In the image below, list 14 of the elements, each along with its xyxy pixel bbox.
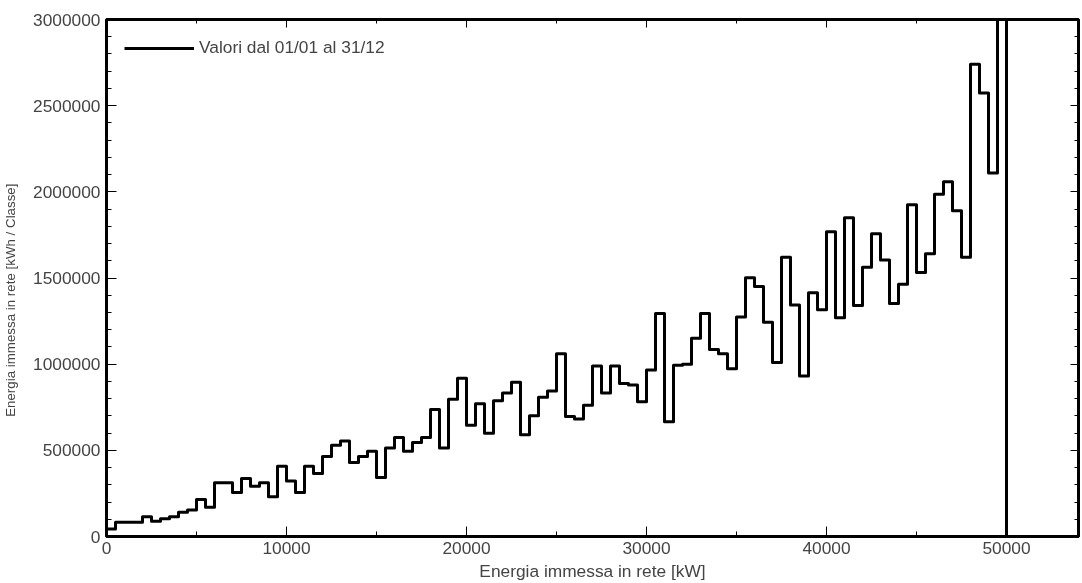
x-tick-label: 10000 xyxy=(262,537,311,558)
x-axis-title: Energia immessa in rete [kW] xyxy=(479,560,706,581)
y-tick-label: 500000 xyxy=(42,440,101,461)
x-tick-label: 20000 xyxy=(442,537,491,558)
x-tick-label: 50000 xyxy=(982,537,1031,558)
x-tick-label: 30000 xyxy=(622,537,671,558)
x-tick-label: 40000 xyxy=(802,537,851,558)
y-tick-label: 1500000 xyxy=(33,268,101,288)
y-tick-label: 2000000 xyxy=(33,181,101,202)
y-tick-label: 1000000 xyxy=(33,354,101,375)
legend-label: Valori dal 01/01 al 31/12 xyxy=(199,37,385,58)
y-tick-label: 3000000 xyxy=(33,9,101,30)
y-tick-label: 2500000 xyxy=(33,95,101,116)
y-axis-title: Energia immessa in rete [kWh / Classe] xyxy=(3,183,19,417)
